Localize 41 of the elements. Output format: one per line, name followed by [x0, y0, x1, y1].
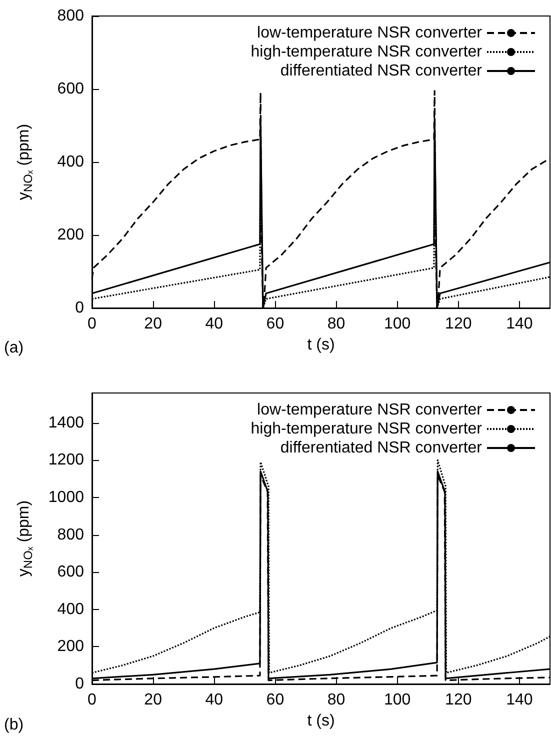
x-tick-label: 20	[144, 316, 162, 332]
x-tick-label: 0	[88, 692, 97, 708]
y-tick-label: 600	[57, 564, 84, 581]
x-tick-label: 80	[327, 316, 346, 332]
x-tick-label: 120	[445, 316, 472, 332]
x-axis-title: t (s)	[307, 712, 335, 730]
legend-label: high-temperature NSR converter	[250, 44, 483, 60]
y-tick-label: 0	[75, 300, 84, 316]
x-axis-title: t (s)	[307, 336, 335, 354]
y-tick-label: 800	[57, 526, 84, 544]
y-axis-title: yNOₓ (ppm)	[16, 500, 35, 577]
y-tick-label: 400	[57, 154, 84, 170]
x-tick-label: 100	[384, 316, 411, 332]
y-tick-label: 200	[57, 226, 84, 244]
y-axis-title: yNOₓ (ppm)	[16, 124, 35, 200]
x-tick-label: 140	[506, 692, 533, 708]
legend-label: differentiated NSR converter	[280, 440, 483, 456]
x-tick-label: 120	[445, 692, 472, 708]
text: (a)	[4, 340, 24, 356]
y-tick-label: 1400	[48, 414, 84, 432]
x-tick-label: 60	[266, 316, 284, 332]
legend-label: differentiated NSR converter	[280, 62, 483, 80]
legend-label: high-temperature NSR converter	[250, 420, 483, 438]
y-tick-label: 600	[57, 80, 84, 98]
x-tick-label: 40	[205, 316, 224, 332]
y-tick-label: 1000	[48, 488, 84, 506]
x-tick-label: 80	[327, 692, 346, 708]
y-tick-label: 800	[57, 8, 84, 24]
x-tick-label: 0	[88, 316, 97, 332]
legend-label: low-temperature NSR converter	[257, 24, 483, 42]
text: (b)	[4, 716, 24, 734]
x-tick-label: 140	[506, 316, 533, 332]
legend-label: low-temperature NSR converter	[257, 402, 483, 418]
x-tick-label: 20	[144, 692, 162, 708]
x-tick-label: 100	[384, 692, 411, 708]
y-tick-label: 200	[57, 638, 84, 656]
y-tick-label: 0	[75, 676, 84, 692]
y-tick-label: 400	[57, 600, 84, 618]
x-tick-label: 60	[266, 692, 284, 708]
x-tick-label: 40	[205, 692, 224, 708]
y-tick-label: 1200	[48, 452, 84, 469]
